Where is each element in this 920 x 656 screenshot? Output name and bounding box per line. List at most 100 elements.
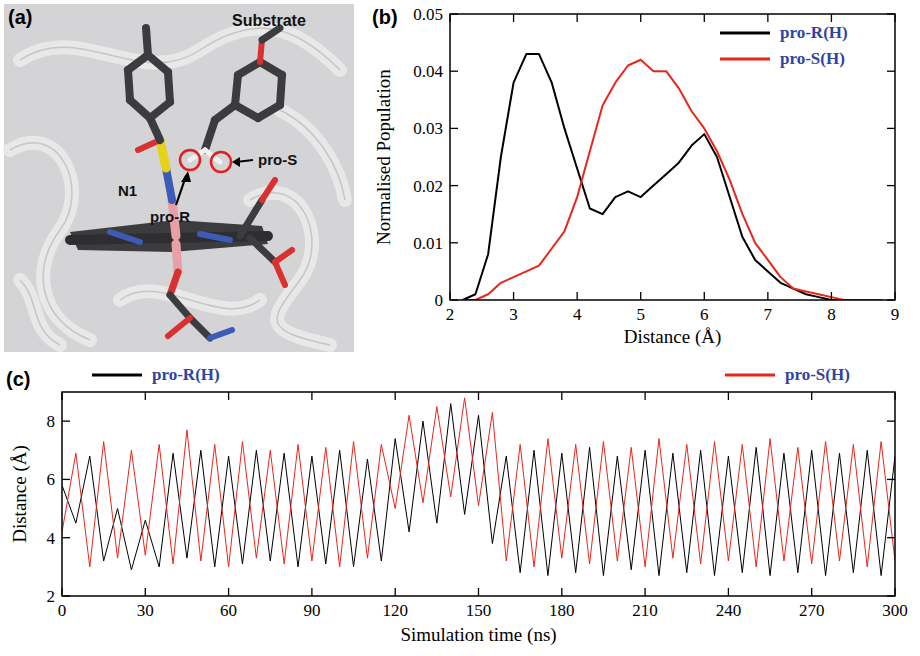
y-tick-label: 2 xyxy=(47,587,56,606)
x-tick-label: 90 xyxy=(303,601,320,620)
bond xyxy=(275,262,285,285)
legend: pro-R(H)pro-S(H) xyxy=(720,23,848,68)
x-tick-top xyxy=(145,392,146,400)
x-tick-top xyxy=(644,392,645,400)
bond xyxy=(200,234,230,240)
x-tick-label: 150 xyxy=(466,601,492,620)
bond xyxy=(168,318,190,336)
y-axis-title: Normalised Population xyxy=(373,69,394,245)
ribbon-edge xyxy=(20,28,340,70)
bond xyxy=(166,168,172,200)
x-tick-label: 30 xyxy=(137,601,154,620)
bond xyxy=(235,105,258,118)
y-tick-right xyxy=(887,185,895,186)
bond xyxy=(170,272,178,295)
y-tick-label: 0.01 xyxy=(413,234,443,253)
bond xyxy=(275,250,292,262)
plot-background xyxy=(450,14,895,300)
y-tick-right xyxy=(887,13,895,14)
x-tick-top xyxy=(311,392,312,400)
x-tick xyxy=(395,588,396,596)
x-tick-top xyxy=(894,14,895,22)
legend-swatch xyxy=(720,58,770,61)
x-tick-label: 0 xyxy=(58,601,67,620)
y-tick-label: 0 xyxy=(435,291,444,310)
ribbon xyxy=(120,291,260,308)
arrowhead xyxy=(181,171,191,182)
bond xyxy=(110,232,140,242)
x-tick-label: 5 xyxy=(636,305,645,324)
y-tick-label: 0.05 xyxy=(413,5,443,24)
bond xyxy=(160,140,166,168)
x-tick xyxy=(576,292,577,300)
bond xyxy=(240,200,262,236)
bond xyxy=(130,100,150,118)
y-tick-right xyxy=(887,242,895,243)
legend-label: pro-S(H) xyxy=(780,49,845,68)
y-tick-label: 0.02 xyxy=(413,177,443,196)
figure: (a)SubstrateN1pro-Rpro-S2345678900.010.0… xyxy=(0,0,920,656)
y-tick-label: 4 xyxy=(47,529,56,548)
x-tick xyxy=(640,292,641,300)
y-tick-right xyxy=(887,595,895,596)
ribbon xyxy=(20,28,340,70)
series-line xyxy=(463,54,883,300)
legend-swatch xyxy=(720,32,770,35)
x-tick-top xyxy=(513,14,514,22)
x-tick xyxy=(704,292,705,300)
x-tick-top xyxy=(831,14,832,22)
y-tick xyxy=(62,537,70,538)
substrate-label: Substrate xyxy=(232,12,306,29)
series-line xyxy=(62,398,895,567)
x-tick-label: 3 xyxy=(509,305,518,324)
x-tick-label: 180 xyxy=(549,601,575,620)
arrowhead xyxy=(232,157,240,167)
plot-frame xyxy=(450,14,895,300)
x-tick-label: 240 xyxy=(716,601,742,620)
x-tick-top xyxy=(61,392,62,400)
series-line xyxy=(463,60,883,300)
x-tick xyxy=(894,292,895,300)
x-tick xyxy=(228,588,229,596)
x-tick-label: 60 xyxy=(220,601,237,620)
y-tick xyxy=(450,71,458,72)
x-tick-top xyxy=(640,14,641,22)
y-tick-right xyxy=(887,537,895,538)
bond xyxy=(262,28,280,40)
x-tick-label: 2 xyxy=(446,305,455,324)
x-tick xyxy=(811,588,812,596)
y-tick xyxy=(450,299,458,300)
x-tick-label: 7 xyxy=(764,305,773,324)
y-tick-right xyxy=(887,479,895,480)
bond xyxy=(210,330,232,338)
legend-label: pro-R(H) xyxy=(152,365,220,384)
n1-label: N1 xyxy=(118,182,137,199)
pro-s-label: pro-S xyxy=(258,151,297,168)
protein-background xyxy=(4,4,354,352)
x-tick-top xyxy=(449,14,450,22)
pro-r-label: pro-R xyxy=(150,208,190,225)
x-tick-top xyxy=(228,392,229,400)
data-layer xyxy=(463,54,883,300)
ribbon-edge xyxy=(20,280,60,345)
x-tick-label: 4 xyxy=(573,305,582,324)
x-tick-top xyxy=(576,14,577,22)
panel-label: (a) xyxy=(8,6,32,28)
y-tick xyxy=(450,13,458,14)
x-tick-top xyxy=(561,392,562,400)
x-tick-label: 9 xyxy=(891,305,900,324)
x-axis-title: Simulation time (ns) xyxy=(400,624,556,646)
chart-panel: 03060901201501802102402703002468Simulati… xyxy=(6,365,908,646)
x-tick xyxy=(831,292,832,300)
bond xyxy=(235,75,238,105)
legend-label: pro-S(H) xyxy=(785,365,850,384)
bond xyxy=(190,318,210,338)
ribbon xyxy=(20,280,60,345)
x-tick-label: 8 xyxy=(827,305,836,324)
bond xyxy=(262,180,275,200)
x-tick-top xyxy=(894,392,895,400)
x-tick-top xyxy=(767,14,768,22)
y-tick xyxy=(62,595,70,596)
bond xyxy=(168,72,170,102)
x-tick xyxy=(561,588,562,596)
